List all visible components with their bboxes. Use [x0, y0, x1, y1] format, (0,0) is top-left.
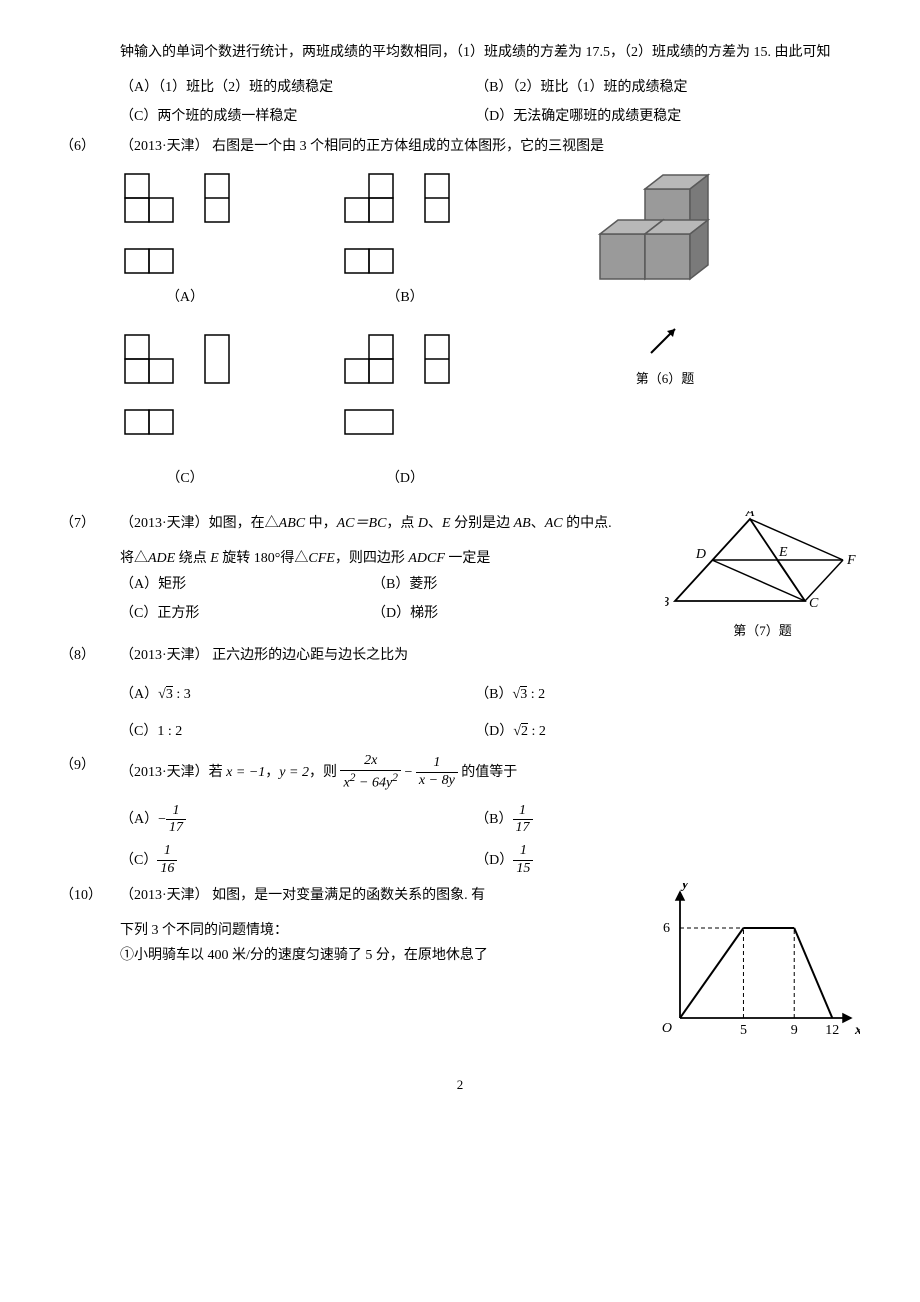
q9-options: （A）−117 （B）117 （C）116 （D）115	[60, 802, 860, 883]
q6-label-a: （A）	[166, 285, 204, 310]
q8-opt-b: （B）√3 : 2	[475, 678, 830, 712]
q5-continuation: 钟输入的单词个数进行统计，两班成绩的平均数相同，（1）班成绩的方差为 17.5，…	[60, 40, 860, 65]
q5-opt-d: （D）无法确定哪班的成绩更稳定	[475, 104, 830, 129]
q7-opt-a: （A）矩形	[120, 572, 372, 597]
svg-text:E: E	[778, 545, 788, 560]
q6-view-b: （B）	[340, 169, 470, 310]
q9-num: （9）	[60, 753, 120, 778]
svg-text:12: 12	[825, 1023, 839, 1038]
arrow-icon	[645, 319, 685, 359]
svg-text:O: O	[662, 1021, 672, 1036]
q7-opt-d: （D）梯形	[372, 601, 624, 626]
q9: （9） （2013·天津）若 x = −1，y = 2，则 2xx2 − 64y…	[60, 753, 860, 792]
q7-body: （2013·天津）如图，在△ABC 中，AC＝BC，点 D、E 分别是边 AB、…	[120, 511, 645, 536]
q6-text: 右图是一个由 3 个相同的正方体组成的立体图形，它的三视图是	[212, 139, 604, 154]
q6-label-c: （C）	[166, 466, 203, 491]
q10-text: 如图，是一对变量满足的函数关系的图象. 有	[212, 888, 485, 903]
q10-body: （2013·天津） 如图，是一对变量满足的函数关系的图象. 有	[120, 883, 630, 908]
q8-opt-c: （C）1 : 2	[120, 715, 475, 749]
q9-opt-b: （B）117	[475, 802, 830, 838]
q9-body: （2013·天津）若 x = −1，y = 2，则 2xx2 − 64y2 − …	[120, 753, 860, 792]
q7-opt-c: （C）正方形	[120, 601, 372, 626]
q7-src: （2013·天津）	[120, 516, 209, 531]
svg-text:6: 6	[663, 921, 670, 936]
q7: （7） （2013·天津）如图，在△ABC 中，AC＝BC，点 D、E 分别是边…	[60, 511, 645, 536]
q9-opt-d: （D）115	[475, 843, 830, 879]
q6: （6） （2013·天津） 右图是一个由 3 个相同的正方体组成的立体图形，它的…	[60, 134, 860, 159]
q10-figure: 6 O 5 9 12 y x	[650, 883, 860, 1043]
q8-src: （2013·天津）	[120, 648, 209, 663]
q8-num: （8）	[60, 643, 120, 668]
q9-src: （2013·天津）	[120, 765, 209, 780]
q7-options: （A）矩形 （B）菱形 （C）正方形 （D）梯形	[60, 572, 645, 630]
q6-view-a: （A）	[120, 169, 250, 310]
q9-opt-a: （A）−117	[120, 802, 475, 838]
q6-figures: （A） （B） （C） （D） 第（6）题	[60, 169, 860, 491]
svg-text:B: B	[665, 595, 669, 610]
svg-text:x: x	[854, 1023, 860, 1038]
q7-caption: 第（7）题	[665, 619, 860, 642]
q8-opt-a: （A）√3 : 3	[120, 678, 475, 712]
q6-view-c: （C）	[120, 330, 250, 491]
q9-frac2: 1x − 8y	[416, 755, 458, 790]
svg-text:5: 5	[740, 1023, 747, 1038]
q5-options: （A）（1）班比（2）班的成绩稳定 （B）（2）班比（1）班的成绩稳定 （C）两…	[60, 75, 860, 133]
q5-opt-b: （B）（2）班比（1）班的成绩稳定	[475, 75, 830, 100]
q9-frac1: 2xx2 − 64y2	[340, 753, 401, 792]
q6-src: （2013·天津）	[120, 139, 209, 154]
q6-num: （6）	[60, 134, 120, 159]
q8-opt-d: （D）√2 : 2	[475, 715, 830, 749]
q6-label-d: （D）	[386, 466, 424, 491]
q5-opt-a: （A）（1）班比（2）班的成绩稳定	[120, 75, 475, 100]
page-number: 2	[60, 1073, 860, 1096]
q10-src: （2013·天津）	[120, 888, 209, 903]
svg-text:D: D	[695, 547, 706, 562]
svg-text:F: F	[846, 553, 856, 568]
q5-opt-c: （C）两个班的成绩一样稳定	[120, 104, 475, 129]
q10-num: （10）	[60, 883, 120, 908]
q8-body: （2013·天津） 正六边形的边心距与边长之比为	[120, 643, 860, 668]
q5-text: 钟输入的单词个数进行统计，两班成绩的平均数相同，（1）班成绩的方差为 17.5，…	[120, 45, 831, 60]
q8: （8） （2013·天津） 正六边形的边心距与边长之比为	[60, 643, 860, 668]
svg-text:9: 9	[791, 1023, 798, 1038]
q7-opt-b: （B）菱形	[372, 572, 624, 597]
q6-body: （2013·天津） 右图是一个由 3 个相同的正方体组成的立体图形，它的三视图是	[120, 134, 860, 159]
svg-text:C: C	[809, 596, 819, 611]
q6-label-b: （B）	[386, 285, 423, 310]
q7-figure: A B C D E F 第（7）题	[665, 511, 860, 642]
q7-num: （7）	[60, 511, 120, 536]
q10: （10） （2013·天津） 如图，是一对变量满足的函数关系的图象. 有	[60, 883, 630, 908]
q8-text: 正六边形的边心距与边长之比为	[212, 648, 408, 663]
q6-solid: 第（6）题	[580, 169, 750, 390]
q8-options: （A）√3 : 3 （B）√3 : 2 （C）1 : 2 （D）√2 : 2	[60, 678, 860, 753]
q6-view-d: （D）	[340, 330, 470, 491]
svg-text:A: A	[745, 511, 755, 520]
svg-text:y: y	[680, 883, 689, 892]
q9-opt-c: （C）116	[120, 843, 475, 879]
q6-caption: 第（6）题	[636, 367, 695, 390]
